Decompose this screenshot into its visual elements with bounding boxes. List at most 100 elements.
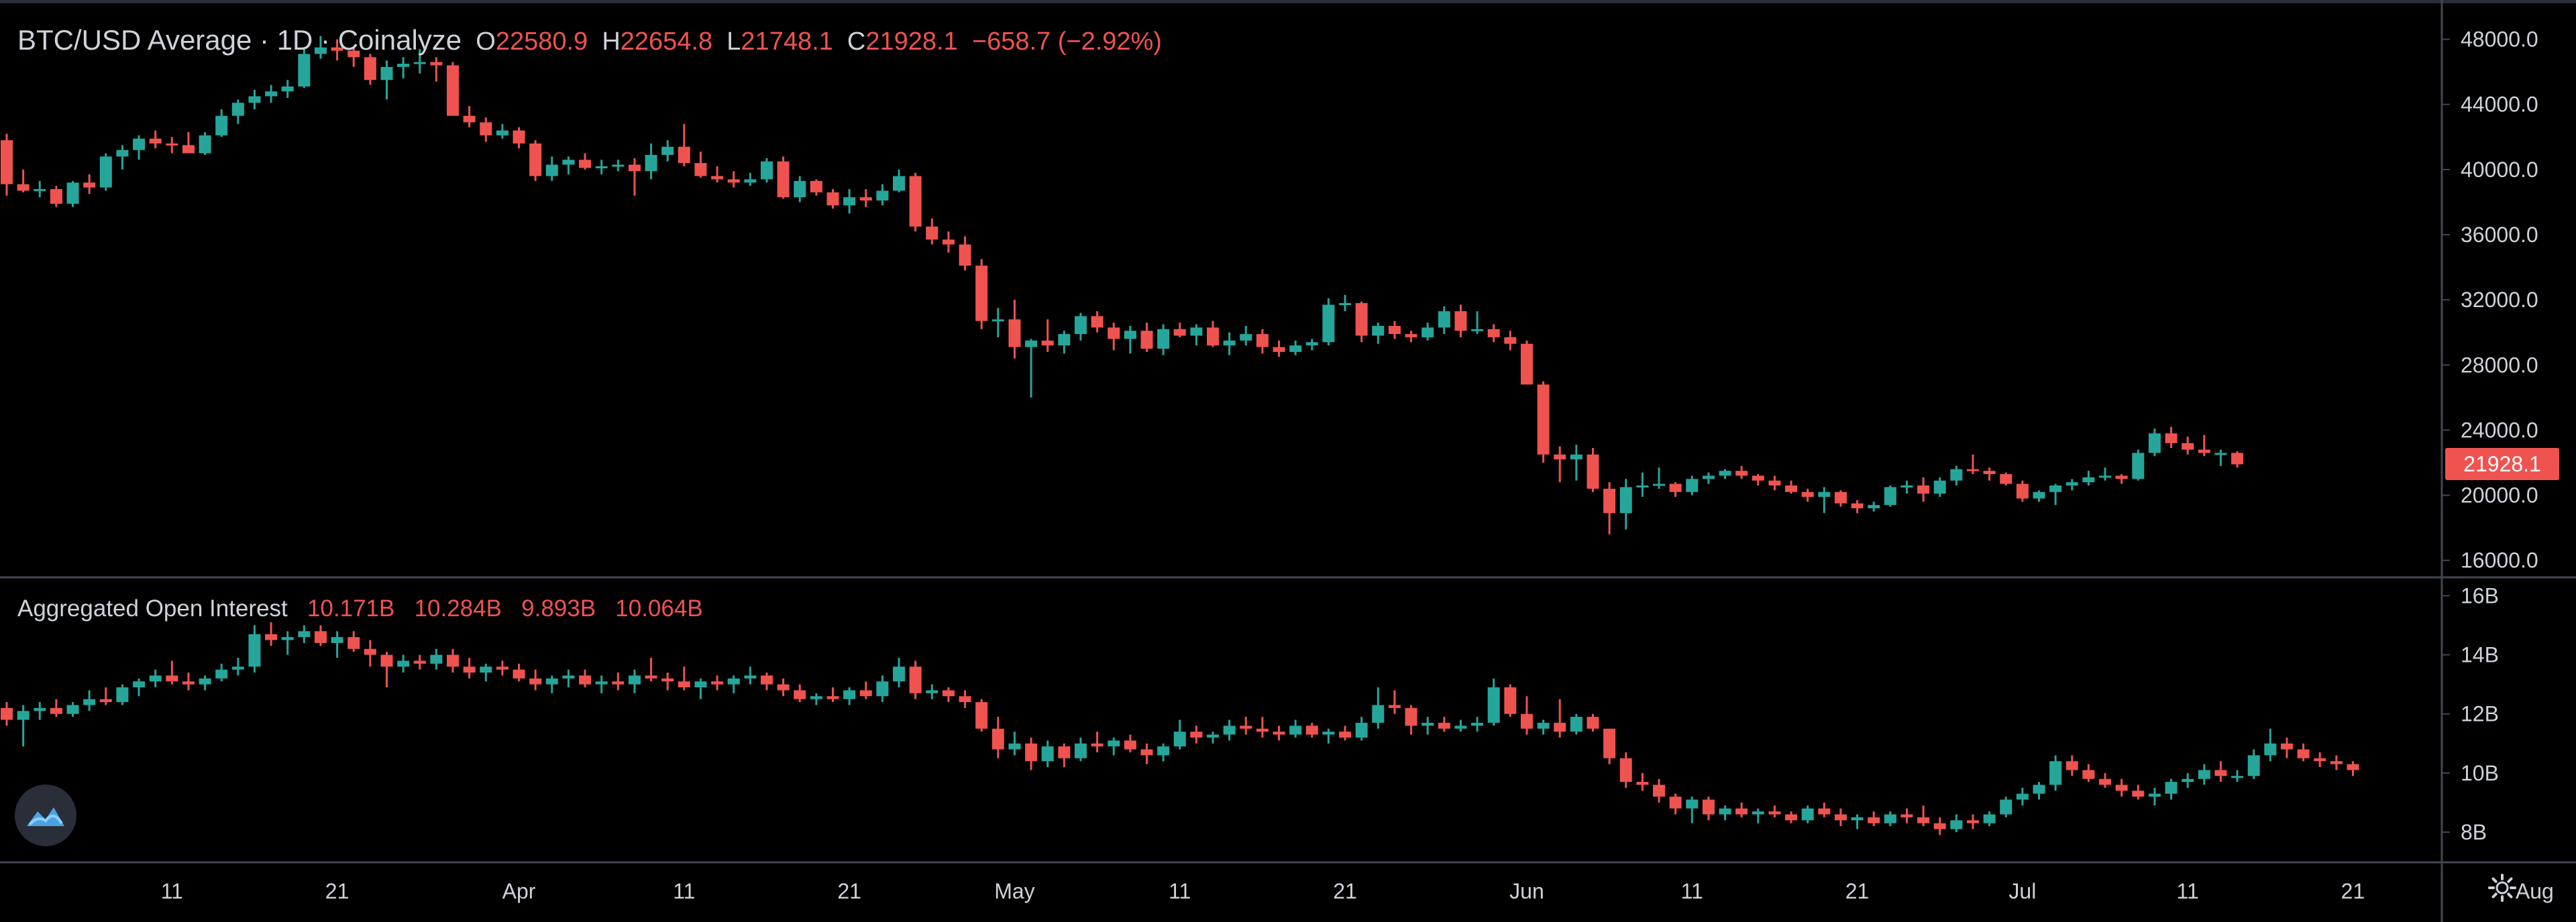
candle[interactable] [513, 127, 525, 149]
candle[interactable] [1570, 445, 1582, 481]
candle[interactable] [1537, 719, 1550, 735]
candle[interactable] [1074, 312, 1087, 341]
candle[interactable] [1917, 805, 1930, 827]
candle[interactable] [645, 143, 657, 180]
candle[interactable] [496, 660, 508, 676]
candle[interactable] [678, 123, 690, 166]
candle[interactable] [1223, 719, 1236, 741]
candle[interactable] [1983, 467, 1996, 481]
candle[interactable] [1554, 699, 1566, 738]
candle[interactable] [876, 675, 889, 703]
candle[interactable] [166, 137, 178, 154]
candle[interactable] [1966, 814, 1979, 829]
candle[interactable] [2115, 474, 2128, 484]
candle[interactable] [2297, 743, 2310, 762]
candle[interactable] [2065, 479, 2078, 491]
candle[interactable] [942, 687, 955, 703]
candle[interactable] [2231, 451, 2244, 468]
candle[interactable] [1520, 696, 1533, 735]
candle[interactable] [430, 648, 443, 670]
candle[interactable] [1256, 329, 1269, 354]
candle[interactable] [1173, 323, 1186, 337]
candle[interactable] [1289, 340, 1302, 355]
candle[interactable] [2033, 490, 2045, 502]
candle[interactable] [777, 678, 790, 697]
candle[interactable] [2000, 472, 2012, 485]
candle[interactable] [810, 693, 822, 705]
candle[interactable] [1686, 475, 1699, 496]
candle[interactable] [248, 625, 261, 673]
candle[interactable] [1008, 300, 1021, 359]
candle[interactable] [1669, 793, 1682, 815]
candle[interactable] [50, 699, 62, 717]
candle[interactable] [2182, 772, 2194, 788]
candle[interactable] [810, 179, 822, 196]
candle[interactable] [1041, 740, 1054, 767]
candle[interactable] [2099, 467, 2112, 481]
candle[interactable] [2347, 761, 2359, 776]
candle[interactable] [149, 669, 162, 688]
candle[interactable] [281, 80, 294, 98]
candle[interactable] [1818, 487, 1831, 514]
candle[interactable] [562, 669, 575, 688]
candle[interactable] [1322, 298, 1335, 346]
candle[interactable] [199, 675, 211, 691]
coinalyze-logo-icon[interactable] [15, 785, 76, 846]
candle[interactable] [975, 259, 988, 329]
candle[interactable] [2049, 755, 2062, 791]
candle[interactable] [314, 625, 327, 646]
gear-icon[interactable] [2487, 873, 2517, 903]
candle[interactable] [1471, 717, 1484, 732]
candle[interactable] [1868, 811, 1880, 827]
candle[interactable] [744, 667, 757, 685]
candle[interactable] [1108, 737, 1120, 756]
candle[interactable] [182, 673, 195, 691]
candle[interactable] [595, 675, 608, 693]
candle[interactable] [926, 684, 938, 699]
candle[interactable] [1719, 469, 1731, 479]
candle[interactable] [1223, 332, 1236, 355]
candle[interactable] [1917, 477, 1930, 502]
candle[interactable] [1768, 805, 1781, 817]
candle[interactable] [1190, 324, 1203, 346]
candle[interactable] [215, 663, 228, 682]
candle[interactable] [1421, 323, 1434, 341]
candle[interactable] [380, 652, 393, 688]
candle[interactable] [1686, 797, 1699, 823]
candle[interactable] [2016, 480, 2029, 502]
candle[interactable] [975, 699, 988, 732]
candle[interactable] [1504, 684, 1517, 717]
candle[interactable] [1537, 381, 1550, 463]
candle[interactable] [1025, 737, 1038, 770]
candle[interactable] [1966, 454, 1979, 474]
candle[interactable] [1058, 331, 1071, 354]
candle[interactable] [1355, 717, 1368, 741]
candle[interactable] [133, 135, 146, 160]
candle[interactable] [1636, 472, 1649, 497]
candle[interactable] [1554, 446, 1566, 483]
candle[interactable] [826, 687, 839, 703]
candle[interactable] [1933, 477, 1946, 497]
candle[interactable] [942, 231, 955, 253]
candle[interactable] [1868, 502, 1880, 512]
candle[interactable] [199, 132, 211, 155]
candle[interactable] [17, 705, 30, 747]
candle[interactable] [1669, 482, 1682, 497]
candle[interactable] [331, 631, 343, 658]
candle[interactable] [1884, 811, 1896, 827]
candle[interactable] [1206, 732, 1219, 744]
candle[interactable] [447, 62, 460, 116]
candle[interactable] [2065, 755, 2078, 776]
candle[interactable] [545, 156, 558, 181]
candle[interactable] [2198, 764, 2210, 785]
candle[interactable] [2033, 782, 2045, 800]
candle[interactable] [1933, 817, 1946, 835]
candle[interactable] [66, 180, 79, 207]
candle[interactable] [2000, 797, 2012, 817]
candle[interactable] [430, 57, 443, 82]
candle[interactable] [843, 687, 856, 705]
candle[interactable] [1471, 311, 1484, 335]
candle[interactable] [1124, 734, 1136, 752]
candle[interactable] [66, 702, 79, 717]
candle[interactable] [2264, 728, 2277, 762]
